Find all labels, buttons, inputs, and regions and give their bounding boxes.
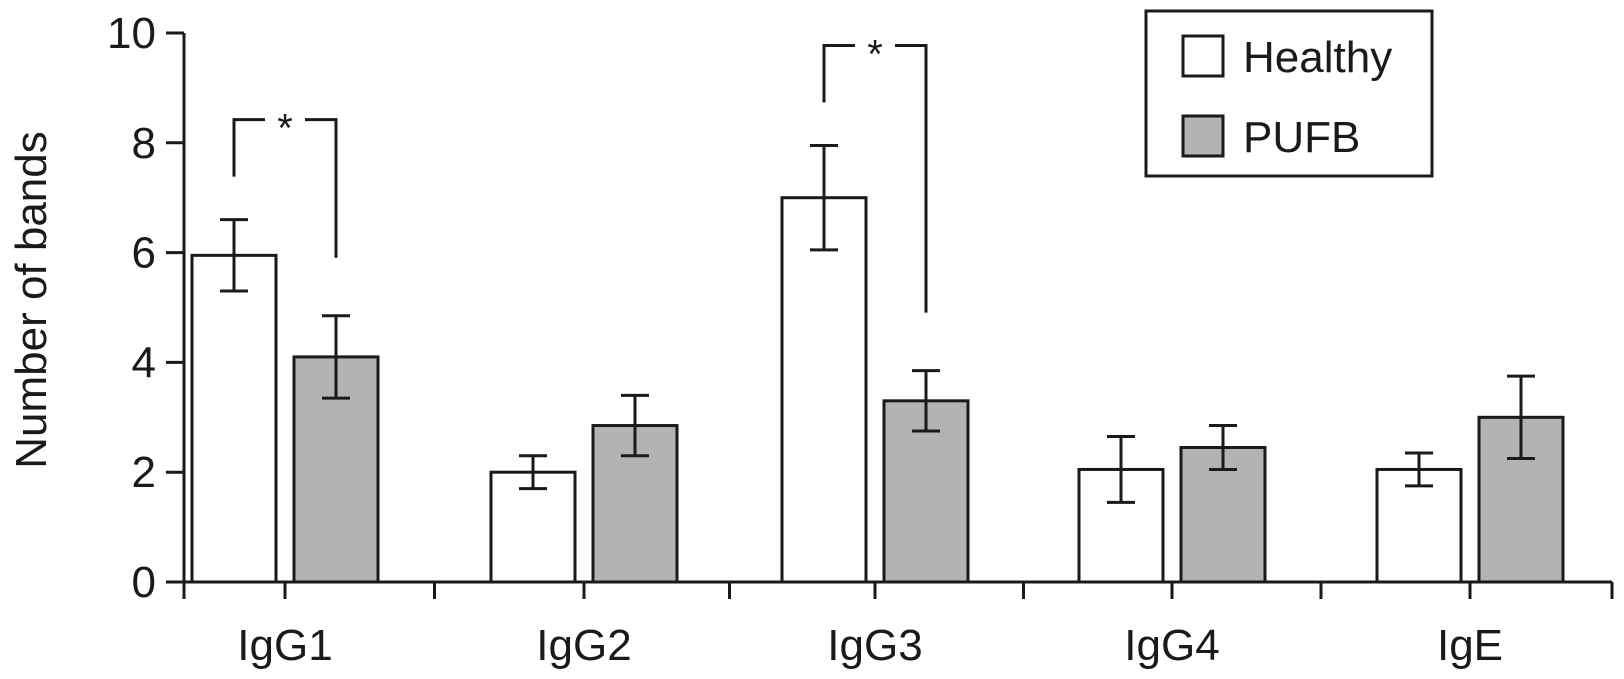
x-category-label: IgG1 [237, 621, 332, 670]
legend: Healthy PUFB [1144, 9, 1434, 178]
error-bar [519, 454, 547, 491]
error-bar [1209, 424, 1237, 471]
error-bar [912, 369, 940, 433]
x-category-label: IgG2 [536, 621, 631, 670]
x-axis: IgG1 IgG2 IgG3 IgG4 IgE [182, 580, 1614, 670]
x-category-label: IgG4 [1124, 621, 1219, 670]
y-tick-label: 2 [132, 448, 156, 497]
significance-bracket: * [822, 33, 928, 313]
x-category-label: IgG3 [827, 621, 922, 670]
y-tick-label: 0 [132, 558, 156, 607]
bars [190, 196, 1565, 584]
bar-healthy-igg3 [780, 196, 868, 584]
error-bar [1405, 451, 1433, 488]
error-bar [220, 218, 248, 293]
bar-healthy-igg1 [190, 253, 278, 584]
y-axis: 0 2 4 6 8 10 [107, 9, 186, 607]
y-axis-label: Number of bands [7, 131, 56, 469]
x-category-label: IgE [1437, 621, 1503, 670]
legend-swatch-pufb [1181, 114, 1225, 158]
error-bar [810, 144, 838, 252]
error-bar [1107, 435, 1135, 504]
y-tick-label: 10 [107, 9, 156, 58]
legend-label-healthy: Healthy [1243, 33, 1392, 82]
error-bar [322, 314, 350, 400]
legend-swatch-healthy [1181, 34, 1225, 78]
legend-label-pufb: PUFB [1243, 113, 1360, 162]
error-bars [220, 144, 1535, 504]
significance-bracket: * [232, 107, 338, 258]
y-tick-label: 8 [132, 119, 156, 168]
significance-star: * [277, 107, 293, 151]
error-bar [1507, 374, 1535, 460]
error-bar [621, 393, 649, 458]
y-tick-label: 4 [132, 338, 156, 387]
bar-healthy-ige [1375, 467, 1463, 584]
y-tick-label: 6 [132, 229, 156, 278]
significance-star: * [867, 33, 883, 77]
significance-brackets: ** [232, 33, 928, 313]
